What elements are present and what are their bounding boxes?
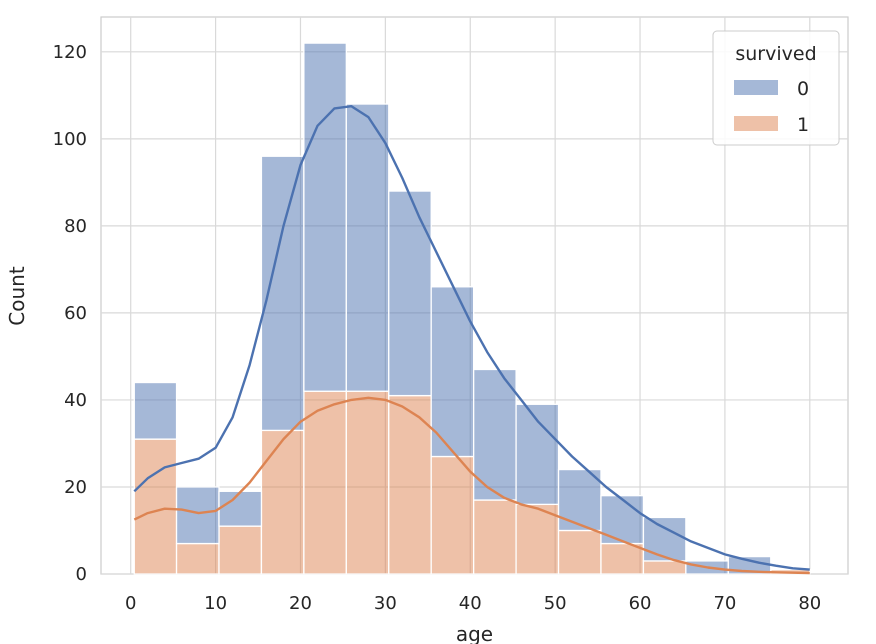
- bar-series-1-bin-7: [430, 455, 475, 575]
- bar-series-1-bin-1: [175, 542, 220, 575]
- x-tick-label-7: 70: [713, 593, 736, 614]
- y-axis-ticks: 0 20 40 60 80 100 120: [53, 42, 87, 585]
- x-tick-label-3: 30: [374, 593, 397, 614]
- y-tick-label-1: 20: [64, 477, 87, 498]
- legend-swatch-0: [734, 80, 778, 95]
- y-tick-label-0: 0: [76, 564, 87, 585]
- x-axis-ticks: 0 10 20 30 40 50 60 70 80: [125, 593, 821, 614]
- y-axis-label: Count: [5, 266, 29, 326]
- x-tick-label-2: 20: [289, 593, 312, 614]
- bar-series-1-bin-4: [303, 390, 347, 575]
- kde-curves: [133, 105, 810, 575]
- y-tick-label-2: 40: [64, 390, 87, 411]
- x-axis-label: age: [456, 622, 493, 644]
- x-tick-label-1: 10: [204, 593, 227, 614]
- bar-series-1-bin-6: [388, 394, 432, 575]
- bar-series-0-bin-0: [133, 381, 178, 440]
- bar-series-1-bin-12: [642, 560, 687, 575]
- y-tick-label-6: 120: [53, 42, 87, 63]
- bar-series-0-bin-4: [303, 42, 347, 392]
- bar-series-1-bin-5: [345, 390, 390, 575]
- bar-series-1-bin-10: [557, 529, 602, 575]
- y-tick-label-4: 80: [64, 216, 87, 237]
- y-tick-label-3: 60: [64, 303, 87, 324]
- bar-series-1-bin-0: [133, 438, 178, 575]
- bar-series-0-bin-12: [642, 516, 687, 562]
- kde-line-0: [133, 105, 810, 571]
- bar-series-1-bin-11: [600, 542, 645, 575]
- x-tick-label-4: 40: [459, 593, 482, 614]
- x-tick-label-6: 60: [629, 593, 652, 614]
- legend-label-1: 1: [797, 114, 809, 136]
- x-tick-label-0: 0: [125, 593, 136, 614]
- bar-series-1-bin-8: [473, 499, 517, 575]
- bar-series-0-bin-1: [175, 486, 220, 545]
- bar-series-0-bin-7: [430, 286, 475, 458]
- bar-series-1-bin-2: [218, 525, 263, 575]
- bar-series-1-bin-3: [260, 429, 305, 575]
- bar-series-0-bin-2: [218, 490, 263, 527]
- bar-series-0-bin-5: [345, 103, 390, 392]
- x-tick-label-5: 50: [544, 593, 567, 614]
- histogram-bars: [133, 42, 811, 575]
- legend-title: survived: [735, 43, 816, 65]
- legend-swatch-1: [734, 116, 778, 131]
- bar-series-0-bin-10: [557, 468, 602, 532]
- bar-series-0-bin-8: [473, 368, 517, 501]
- legend-label-0: 0: [797, 78, 809, 100]
- x-tick-label-8: 80: [798, 593, 821, 614]
- y-tick-label-5: 100: [53, 129, 87, 150]
- kde-line-1: [133, 396, 810, 575]
- bar-series-0-bin-6: [388, 190, 432, 397]
- legend: survived 0 1: [712, 30, 840, 146]
